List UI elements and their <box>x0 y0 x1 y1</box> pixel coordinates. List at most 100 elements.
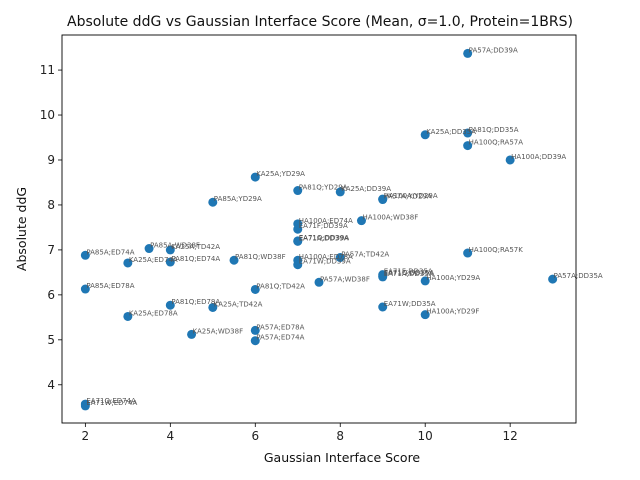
data-point <box>250 325 260 335</box>
data-point <box>463 128 473 138</box>
data-point-label: HA100A;DD39A <box>511 153 566 161</box>
data-point-label: HA100Q;RA57K <box>469 246 524 254</box>
data-point <box>80 250 90 260</box>
data-point <box>293 224 303 234</box>
axes-frame <box>61 34 577 424</box>
data-point <box>378 195 388 205</box>
data-point-label: HA100A;YD29A <box>384 192 438 200</box>
data-point <box>335 253 345 263</box>
data-point <box>144 244 154 254</box>
data-point <box>208 197 218 207</box>
data-point-label: HA100A;ED78A <box>299 253 353 261</box>
data-point-label: EA71A;DD39A <box>299 234 349 242</box>
data-point <box>80 401 90 411</box>
data-point <box>229 255 239 265</box>
data-point-label: PA81Q;TD42A <box>256 282 305 290</box>
data-point <box>208 302 218 312</box>
data-point-label: PA81Q;DD35A <box>469 126 519 134</box>
x-tick-label: 10 <box>418 429 433 443</box>
data-point <box>356 216 366 226</box>
data-point-label: KA25A;YD29A <box>256 170 305 178</box>
data-point-label: EA71W;DD39A <box>299 258 351 266</box>
x-tick-label: 4 <box>167 429 175 443</box>
x-tick-label: 6 <box>251 429 259 443</box>
y-tick-label: 9 <box>47 153 55 167</box>
x-axis-ticks: 2 4 6 8 10 12 <box>82 423 518 443</box>
data-point <box>420 130 430 140</box>
data-point <box>80 284 90 294</box>
data-point-label: KA25A;DD35A <box>426 128 476 136</box>
data-point-label: EA71W;ED74A <box>86 399 137 407</box>
data-point-label: KA25A;ED78A <box>129 309 178 317</box>
data-point-label: PA81Q;YD29A <box>299 184 348 192</box>
data-point-label: KA25A;DD39A <box>341 185 391 193</box>
y-tick-label: 7 <box>47 243 55 257</box>
data-point <box>293 236 303 246</box>
data-point-label: PA57A;WD38F <box>320 275 370 283</box>
data-point <box>378 272 388 282</box>
data-point <box>293 186 303 196</box>
data-point-label: PA57A;DD35A <box>554 272 603 280</box>
data-point <box>165 245 175 255</box>
x-tick-label: 2 <box>82 429 90 443</box>
data-point-label: HA100A;WD38F <box>362 214 418 222</box>
chart-title: Absolute ddG vs Gaussian Interface Score… <box>67 14 573 30</box>
data-point-label: PA57A;YD29A <box>384 193 432 201</box>
y-tick-label: 6 <box>47 288 55 302</box>
data-point <box>335 187 345 197</box>
y-tick-label: 4 <box>47 378 55 392</box>
data-point <box>463 48 473 58</box>
data-point-label: PA57A;ED74A <box>256 334 304 342</box>
data-point-label: PA81Q;WD38F <box>235 253 286 261</box>
data-point-label: EA71W;DD35A <box>384 300 436 308</box>
data-point <box>463 248 473 258</box>
data-point-label: KA25A;TD42A <box>214 300 263 308</box>
y-tick-label: 8 <box>47 198 55 212</box>
data-point <box>420 310 430 320</box>
data-point-label: PA57A;ED78A <box>256 323 304 331</box>
data-point-label: HA100A;YD29A <box>426 274 480 282</box>
data-point <box>250 336 260 346</box>
data-point-label: PA85A;YD29A <box>214 195 262 203</box>
data-point-label: HA100A;YD29F <box>426 308 479 316</box>
y-axis-title: Absolute ddG <box>14 187 29 271</box>
data-point-label: PA57A;DD39A <box>469 46 518 54</box>
data-point <box>250 284 260 294</box>
x-tick-label: 8 <box>336 429 344 443</box>
data-point <box>314 277 324 287</box>
data-point-label: PA85A;ED78A <box>86 282 134 290</box>
x-axis-title: Gaussian Interface Score <box>264 450 421 465</box>
data-point <box>293 260 303 270</box>
data-point-label: PA85A;WD38F <box>150 242 200 250</box>
data-point-label: PA57A;TD42A <box>341 251 389 259</box>
data-point-label: EA71Q;DD39A <box>299 234 350 242</box>
data-point <box>165 300 175 310</box>
data-point <box>123 258 133 268</box>
y-tick-label: 10 <box>40 108 55 122</box>
data-point-label: KA25A;TD42A <box>171 243 220 251</box>
data-point-label: HA100Q;RA57A <box>469 139 524 147</box>
data-point-label: HA100A;ED74A <box>299 217 353 225</box>
data-point-label: EA71F;DD39A <box>299 222 348 230</box>
data-point-label: PA81Q;ED78A <box>171 298 220 306</box>
data-point <box>187 329 197 339</box>
data-point-label: PA85A;ED74A <box>86 248 134 256</box>
data-point-label: PA81Q;ED74A <box>171 255 220 263</box>
data-point <box>378 302 388 312</box>
y-tick-label: 11 <box>40 63 55 77</box>
data-point <box>420 276 430 286</box>
data-point <box>505 155 515 165</box>
data-point-label: EA71Q;ED74A <box>86 397 136 405</box>
data-point <box>165 257 175 267</box>
data-point-label: KA25A;ED74A <box>129 256 178 264</box>
data-point <box>123 311 133 321</box>
data-point <box>548 274 558 284</box>
y-axis-ticks: 4 5 6 7 8 9 10 11 <box>40 63 62 392</box>
data-point <box>250 172 260 182</box>
x-tick-label: 12 <box>503 429 518 443</box>
data-point-label: KA25A;WD38F <box>193 327 244 335</box>
